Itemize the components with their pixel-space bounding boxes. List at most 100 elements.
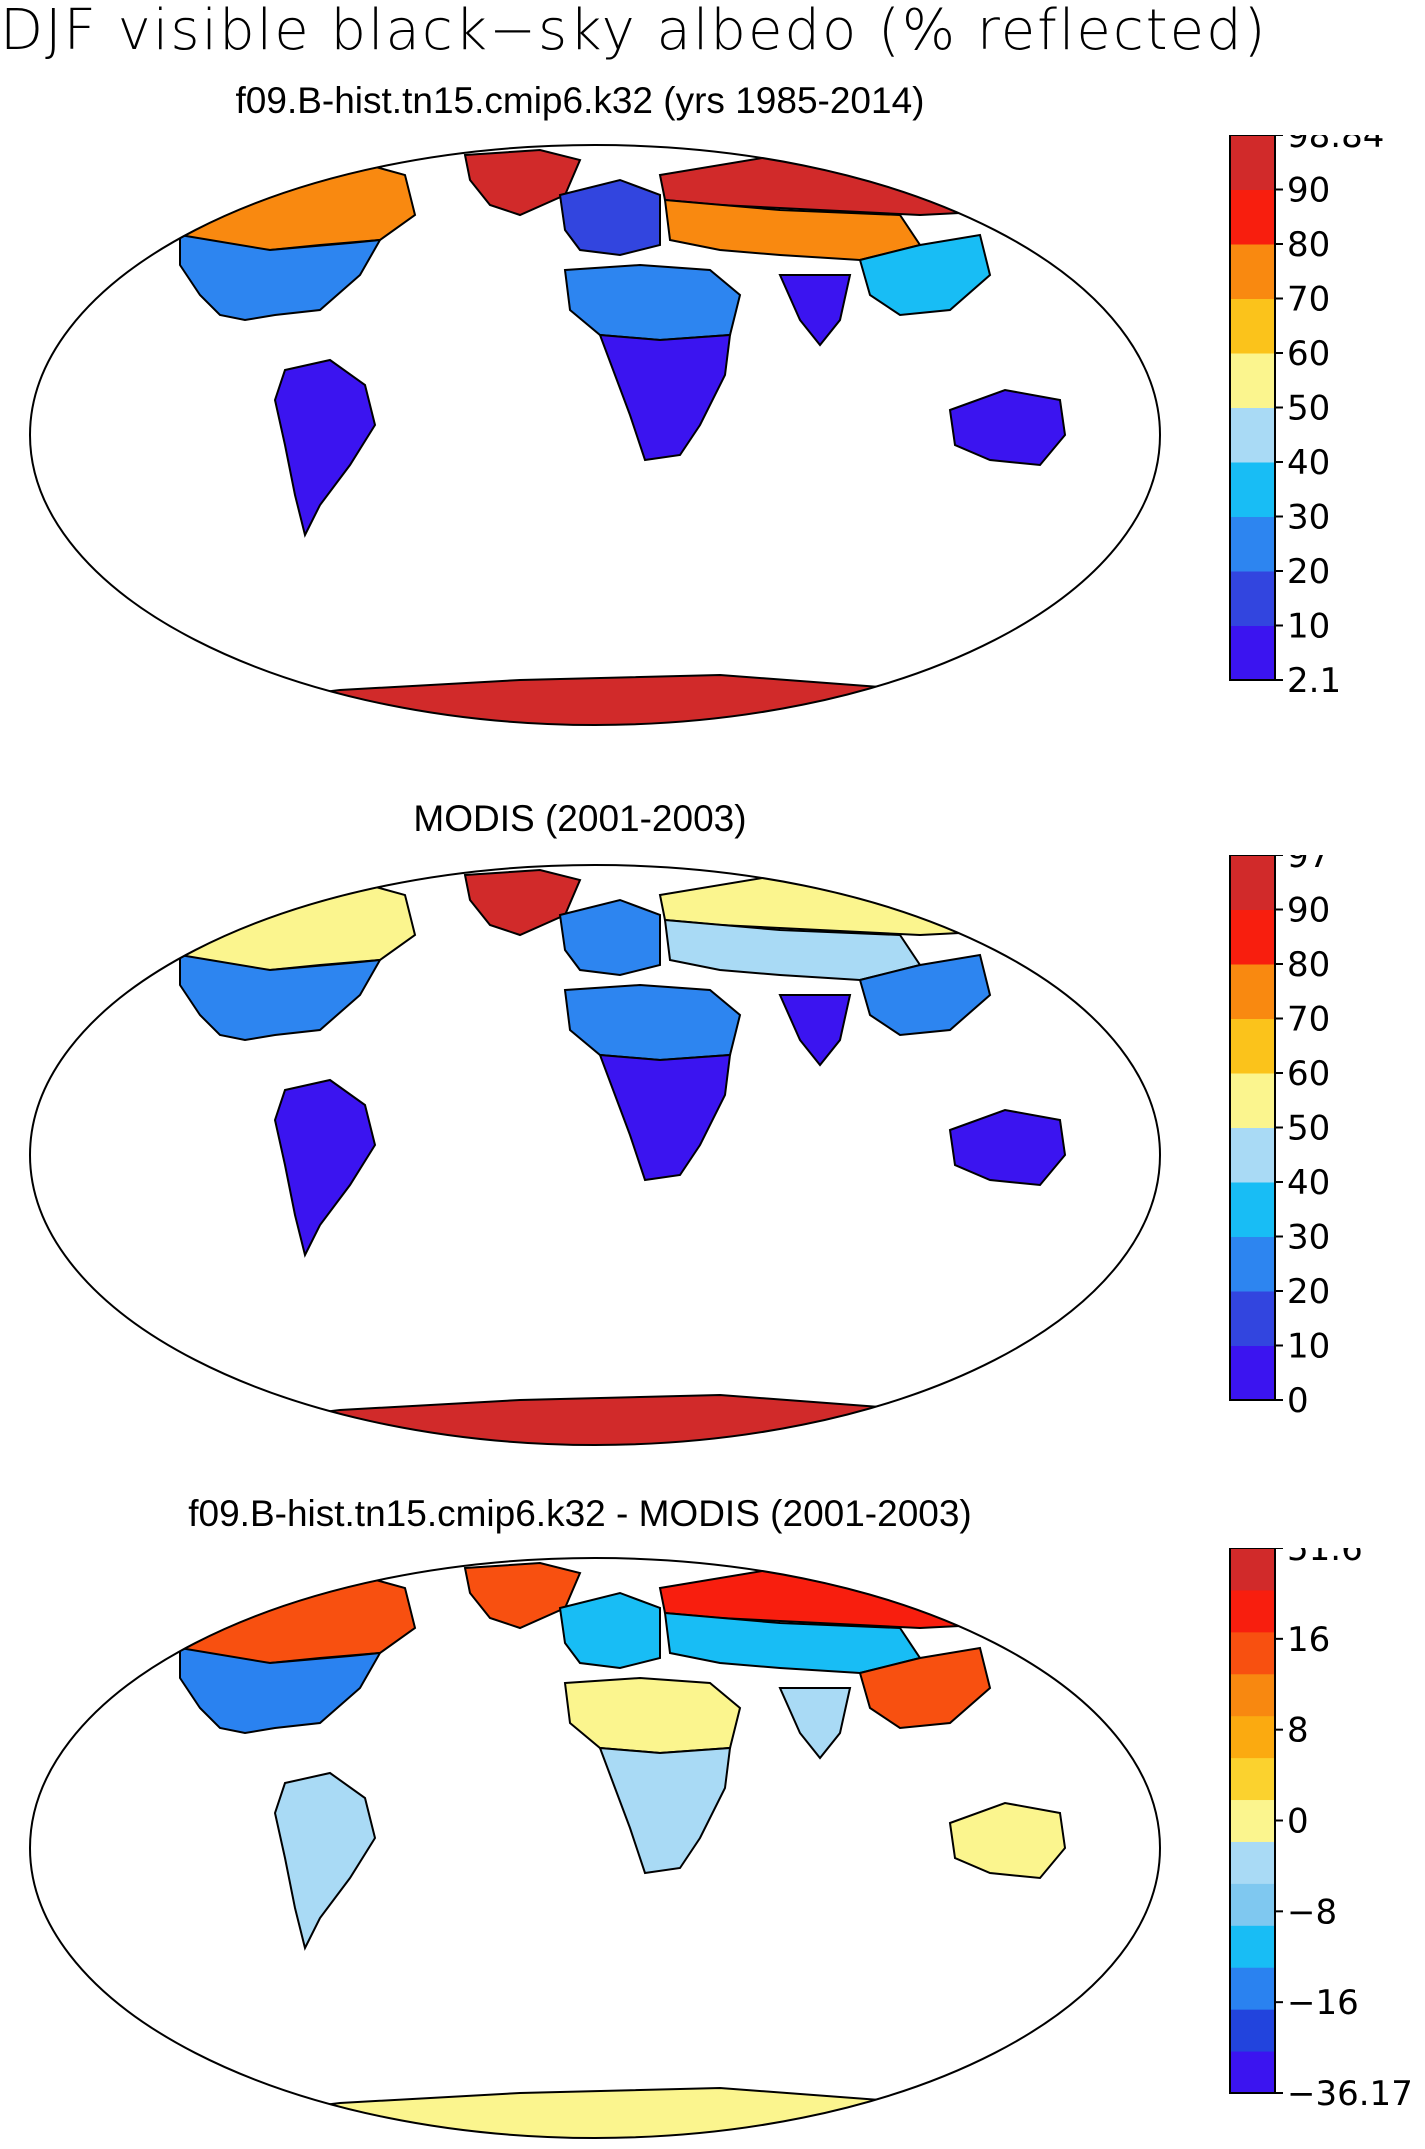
colorbar-tick-label: 0 — [1287, 1381, 1309, 1421]
colorbar-tick-label: 50 — [1287, 1109, 1330, 1149]
colorbar-tick-label: 40 — [1287, 443, 1330, 483]
colorbar-swatch — [1230, 1127, 1275, 1183]
coastline-china — [858, 233, 992, 317]
colorbar-tick-label: 98.84 — [1287, 135, 1384, 156]
colorbar-swatch — [1230, 1236, 1275, 1292]
region-sahara — [565, 265, 740, 340]
figure-title: DJF visible black−sky albedo (% reflecte… — [0, 0, 1268, 63]
colorbar-tick-label: 2.1 — [1287, 661, 1341, 701]
colorbar-swatch — [1230, 407, 1275, 463]
colorbar-tick-label: −36.17 — [1287, 2074, 1413, 2114]
coastline-usa — [179, 1646, 382, 1735]
panel-1-title: f09.B-hist.tn15.cmip6.k32 (yrs 1985-2014… — [235, 80, 925, 121]
colorbar-tick-label: 60 — [1287, 334, 1330, 374]
colorbar-tick-label: 90 — [1287, 171, 1330, 211]
colorbar-tick-label: 10 — [1287, 1327, 1330, 1367]
region-australia — [950, 1110, 1065, 1185]
region-usa — [180, 1648, 380, 1733]
coastline-south-america — [273, 1078, 377, 1258]
coastline-south-america — [273, 1771, 377, 1951]
coastline-australia — [948, 388, 1067, 467]
coastline-australia — [948, 1108, 1067, 1187]
coastline-australia — [948, 1801, 1067, 1880]
region-south-america — [275, 1080, 375, 1255]
panel-2-title: MODIS (2001-2003) — [413, 798, 747, 839]
panel-3-title: f09.B-hist.tn15.cmip6.k32 - MODIS (2001-… — [188, 1493, 972, 1534]
colorbar-swatch — [1230, 1291, 1275, 1346]
colorbar-swatch — [1230, 1589, 1275, 1633]
colorbar-swatch — [1230, 462, 1275, 517]
region-greenland — [465, 1563, 580, 1628]
coastline-europe — [558, 1591, 661, 1670]
colorbar-swatch — [1230, 571, 1275, 626]
coastline-africa-south — [598, 1053, 732, 1182]
colorbar-swatch — [1230, 516, 1275, 572]
region-greenland — [465, 870, 580, 935]
colorbar-swatch — [1230, 909, 1275, 965]
colorbar-swatch — [1230, 135, 1275, 190]
colorbar-tick-label: 10 — [1287, 607, 1330, 647]
region-south-america — [275, 1773, 375, 1948]
colorbar-swatch — [1230, 298, 1275, 354]
colorbar-tick-label: 50 — [1287, 389, 1330, 429]
region-china — [860, 955, 990, 1035]
region-europe — [560, 180, 660, 255]
colorbar-tick-label: 80 — [1287, 945, 1330, 985]
colorbar-tick-label: 20 — [1287, 1272, 1330, 1312]
coastline-africa-south — [598, 333, 732, 462]
colorbar-tick-label: 80 — [1287, 225, 1330, 265]
panel-2-colorbar: 97 90 80 70 60 50 40 30 20 10 0 — [1229, 855, 1330, 1421]
region-usa — [180, 235, 380, 320]
colorbar-swatch — [1230, 1925, 1275, 1968]
colorbar-swatch — [1230, 353, 1275, 408]
colorbar-swatch — [1230, 1757, 1275, 1801]
region-sahara — [565, 985, 740, 1060]
coastline-greenland — [463, 868, 582, 937]
region-sahara — [565, 1678, 740, 1753]
colorbar-tick-label: 90 — [1287, 891, 1330, 931]
panel-1-colorbar: 98.84 90 80 70 60 50 40 30 20 10 2.1 — [1229, 135, 1384, 701]
coastline-india — [778, 1687, 852, 1760]
colorbar-tick-label: 60 — [1287, 1054, 1330, 1094]
colorbar-tick-label: 8 — [1287, 1711, 1309, 1751]
colorbar-tick-label: −8 — [1287, 1892, 1337, 1932]
coastline-india — [778, 994, 852, 1067]
coastline-china — [858, 1646, 992, 1730]
map-border — [29, 1557, 1161, 2139]
colorbar-swatch — [1230, 1548, 1275, 1591]
colorbar-tick-label: 20 — [1287, 552, 1330, 592]
region-central-asia — [665, 920, 920, 980]
colorbar-swatch — [1230, 1673, 1275, 1717]
panel-3-map — [29, 1557, 1161, 2139]
region-usa — [180, 955, 380, 1040]
colorbar-swatch — [1230, 1883, 1275, 1926]
panel-2-map — [29, 864, 1161, 1446]
coastline-greenland — [463, 1561, 582, 1630]
region-central-asia — [665, 1613, 920, 1673]
map-border — [29, 144, 1161, 726]
region-greenland — [465, 150, 580, 215]
map-border — [29, 864, 1161, 1446]
coastline-south-america — [273, 358, 377, 538]
colorbar-tick-label: 70 — [1287, 1000, 1330, 1040]
colorbar-swatch — [1230, 625, 1275, 681]
coastline-africa-south — [598, 1746, 732, 1875]
colorbar-swatch — [1230, 964, 1275, 1019]
colorbar-tick-label: 70 — [1287, 280, 1330, 320]
coastline-china — [858, 953, 992, 1037]
colorbar-swatch — [1230, 2051, 1275, 2094]
colorbar-tick-label: 40 — [1287, 1163, 1330, 1203]
region-australia — [950, 390, 1065, 465]
colorbar-swatch — [1230, 244, 1275, 299]
colorbar-swatch — [1230, 189, 1275, 245]
colorbar-tick-label: 30 — [1287, 498, 1330, 538]
region-europe — [560, 1593, 660, 1668]
colorbar-swatch — [1230, 1018, 1275, 1074]
colorbar-tick-label: 51.6 — [1287, 1548, 1363, 1569]
panel-3-colorbar: 51.6 16 8 0 −8 −16 −36.17 — [1229, 1548, 1413, 2114]
colorbar-swatch — [1230, 855, 1275, 910]
colorbar-tick-label: 0 — [1287, 1802, 1309, 1842]
coastline-europe — [558, 178, 661, 257]
panel-1-map — [29, 144, 1161, 726]
colorbar-swatch — [1230, 1715, 1275, 1759]
